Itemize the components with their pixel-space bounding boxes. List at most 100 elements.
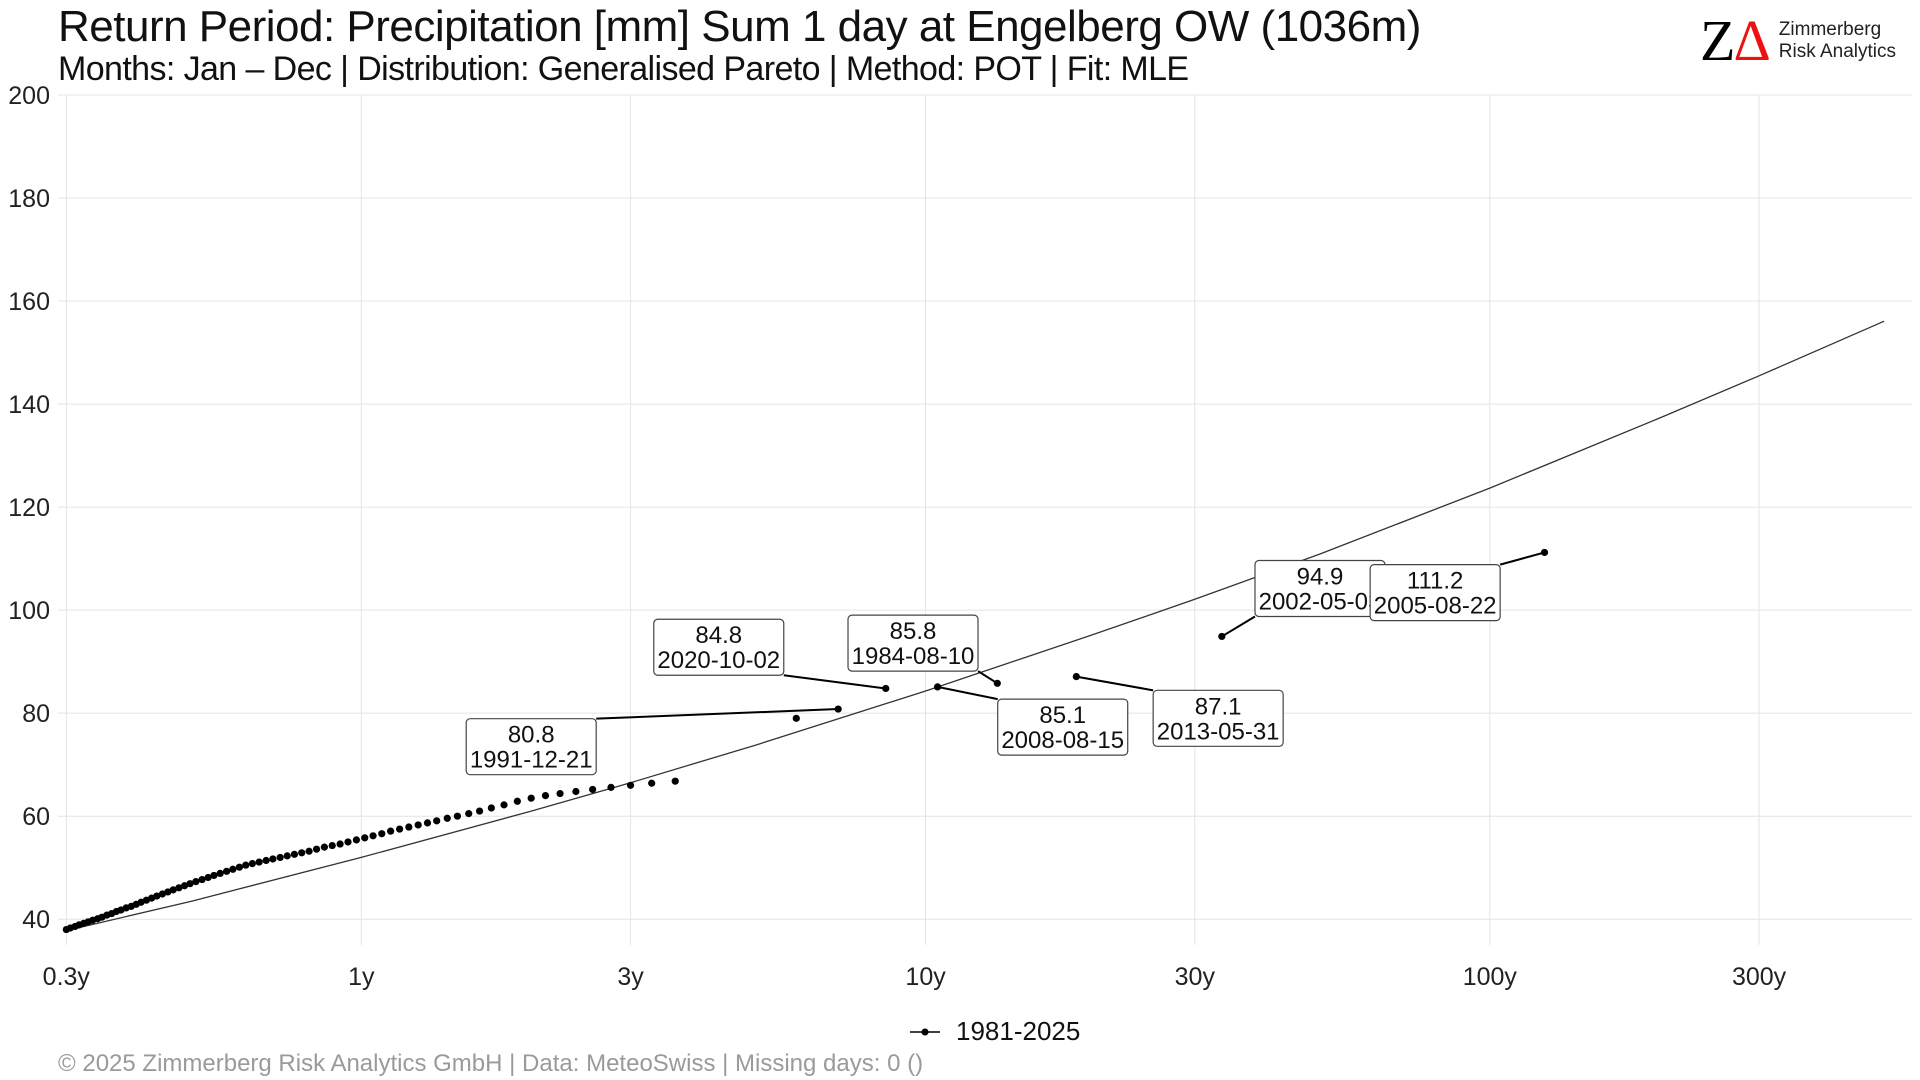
data-point [500,801,508,809]
data-point [671,777,679,785]
data-point [396,825,404,833]
data-point [443,814,451,822]
data-point [572,787,580,796]
data-point [423,819,432,827]
data-point [312,845,321,853]
logo-mark: ZΔ [1700,12,1771,70]
data-point [153,892,161,900]
fit-curve [66,320,1885,932]
data-point [556,789,564,798]
data-point [541,792,550,800]
logo-line-1: Zimmerberg [1778,19,1882,40]
data-point [216,869,224,877]
company-logo: ZΔ Zimmerberg Risk Analytics [1700,12,1896,70]
data-point [298,849,306,857]
data-point [283,852,291,860]
data-point [198,875,206,884]
annotation-leader [783,674,886,690]
data-point [242,861,250,869]
annotation-value: 80.8 [508,722,555,749]
data-point [475,807,484,815]
chart-legend: 1981-2025 [908,1016,1080,1047]
data-point [229,865,237,873]
data-point [487,804,495,812]
data-point [648,779,656,787]
data-point [414,821,422,829]
data-point [262,856,270,865]
data-point [369,832,377,840]
annotation-date: 2002-05-03 [1259,589,1382,616]
x-tick-label: 0.3y [43,963,91,991]
data-point [305,847,313,855]
data-point [192,878,200,886]
logo-mark-z: Z [1700,8,1735,73]
annotation-leader [1499,551,1545,566]
chart-subtitle: Months: Jan – Dec | Distribution: Genera… [58,50,1189,88]
annotation-date: 2013-05-31 [1157,718,1280,745]
x-tick-label: 300y [1732,963,1787,991]
x-tick-label: 10y [905,963,946,991]
logo-text: Zimmerberg Risk Analytics [1779,19,1896,63]
data-point [276,853,284,862]
data-point [328,841,336,850]
annotation-value: 87.1 [1195,693,1242,720]
data-point [248,860,256,868]
annotation-leader [977,670,998,685]
footer-credits: © 2025 Zimmerberg Risk Analytics GmbH | … [58,1050,924,1077]
data-point [255,858,263,866]
y-tick-label: 120 [8,494,50,522]
annotation-date: 1984-08-10 [852,643,975,670]
data-point [433,817,441,825]
annotation-box [1369,564,1501,622]
y-tick-label: 200 [8,82,50,110]
data-point [320,843,328,851]
annotation-box [847,614,979,672]
y-tick-label: 160 [8,288,50,316]
data-point [453,812,462,820]
y-tick-label: 60 [22,803,50,831]
y-tick-label: 100 [8,597,50,625]
legend-key-icon [910,1028,940,1035]
data-point [513,797,521,805]
data-point [235,863,244,871]
data-point [882,684,890,693]
data-point [175,884,183,892]
data-point [352,836,360,844]
annotation-value: 84.8 [695,622,742,649]
data-point [792,714,800,722]
annotation-date: 2005-08-22 [1374,593,1497,620]
data-point [169,886,177,894]
annotation-box [997,698,1129,756]
data-point [527,794,535,802]
chart-title: Return Period: Precipitation [mm] Sum 1 … [58,2,1421,51]
annotation-date: 1991-12-21 [470,747,593,774]
data-point [405,823,413,831]
annotation-leader [1221,615,1256,638]
x-tick-label: 30y [1175,963,1216,991]
y-tick-label: 40 [22,906,50,934]
data-point [361,834,369,842]
x-tick-label: 1y [348,963,375,991]
data-point [204,873,212,882]
y-tick-label: 140 [8,391,50,419]
logo-line-2: Risk Analytics [1778,41,1896,62]
data-point [589,785,597,794]
data-point [290,850,299,858]
logo-mark-delta: Δ [1733,8,1770,73]
annotation-value: 111.2 [1407,568,1464,595]
x-tick-label: 3y [617,963,644,991]
annotation-leader [596,708,839,720]
data-point [465,810,473,818]
data-point [180,882,189,890]
annotation-leader [937,685,998,701]
annotation-date: 2020-10-02 [657,647,780,674]
annotation-leader [1076,675,1154,692]
data-point [344,838,352,846]
annotation-box [653,618,785,676]
data-point [607,783,615,791]
data-point [378,830,386,838]
annotation-value: 94.9 [1297,564,1344,591]
data-point [210,871,218,880]
data-point [387,827,395,835]
annotation-box [465,718,597,776]
